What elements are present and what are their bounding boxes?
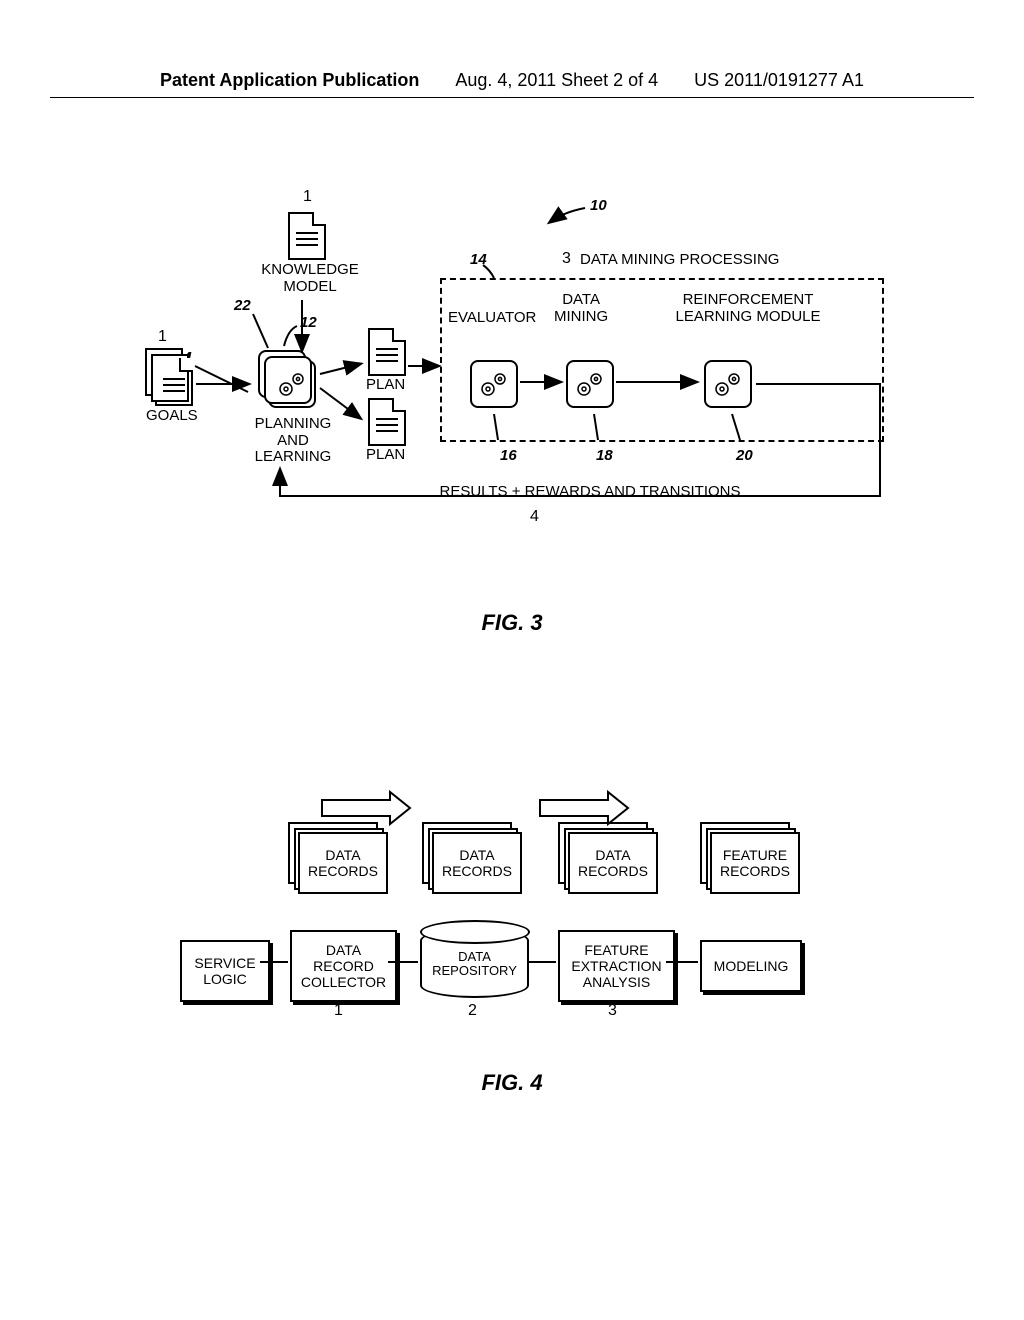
reinforcement-label: REINFORCEMENT LEARNING MODULE [628, 292, 868, 325]
figure-3: 1 KNOWLEDGE MODEL 10 1 GOALS 22 12 24 PL… [0, 170, 1024, 600]
page-header: Patent Application Publication Aug. 4, 2… [50, 0, 974, 98]
data-records-1: DATA RECORDS [298, 832, 388, 894]
results-label: RESULTS + REWARDS AND TRANSITIONS [390, 484, 790, 501]
drc-num: 1 [334, 1002, 343, 1020]
feature-extraction-box: FEATURE EXTRACTION ANALYSIS [558, 930, 675, 1002]
data-records-3: DATA RECORDS [568, 832, 658, 894]
dmp-label: DATA MINING PROCESSING [580, 252, 779, 269]
data-repository-cylinder-icon: DATA REPOSITORY [420, 928, 529, 998]
goals-doc-icon [155, 358, 193, 406]
ref-1-knowledge: 1 [303, 188, 312, 206]
plan-label-2: PLAN [366, 447, 405, 464]
fig3-caption: FIG. 3 [0, 610, 1024, 636]
header-left: Patent Application Publication [160, 70, 419, 91]
ref-10: 10 [590, 198, 607, 215]
figure-4: DATA RECORDS DATA RECORDS DATA RECORDS F… [0, 770, 1024, 1090]
header-mid: Aug. 4, 2011 Sheet 2 of 4 [455, 70, 658, 91]
fig4-caption: FIG. 4 [0, 1070, 1024, 1096]
ref-12: 12 [300, 315, 317, 332]
datamining-label: DATA MINING [554, 292, 608, 325]
knowledge-doc-icon [288, 212, 326, 260]
data-records-2: DATA RECORDS [432, 832, 522, 894]
results-num: 4 [530, 508, 539, 526]
plan-doc-2-icon [368, 398, 406, 446]
goals-label: GOALS [146, 408, 198, 425]
ref-18: 18 [596, 448, 613, 465]
fea-num: 3 [608, 1002, 617, 1020]
header-right: US 2011/0191277 A1 [694, 70, 864, 91]
repo-num: 2 [468, 1002, 477, 1020]
ref-14: 14 [470, 252, 487, 269]
planning-label: PLANNING AND LEARNING [238, 416, 348, 466]
evaluator-label: EVALUATOR [448, 310, 536, 327]
ref-16: 16 [500, 448, 517, 465]
evaluator-gears-icon [470, 360, 518, 408]
repo-label: DATA REPOSITORY [422, 950, 527, 979]
knowledge-label: KNOWLEDGE MODEL [255, 262, 365, 295]
datamining-gears-icon [566, 360, 614, 408]
plan-label-1: PLAN [366, 377, 405, 394]
ref-20: 20 [736, 448, 753, 465]
feature-records: FEATURE RECORDS [710, 832, 800, 894]
modeling-box: MODELING [700, 940, 802, 992]
service-logic-box: SERVICE LOGIC [180, 940, 270, 1002]
planning-gears-icon [268, 360, 316, 408]
dmp-num: 3 [562, 250, 571, 268]
plan-doc-1-icon [368, 328, 406, 376]
data-record-collector-box: DATA RECORD COLLECTOR [290, 930, 397, 1002]
reinforcement-gears-icon [704, 360, 752, 408]
ref-1-goals: 1 [158, 328, 167, 346]
ref-22: 22 [234, 298, 251, 315]
